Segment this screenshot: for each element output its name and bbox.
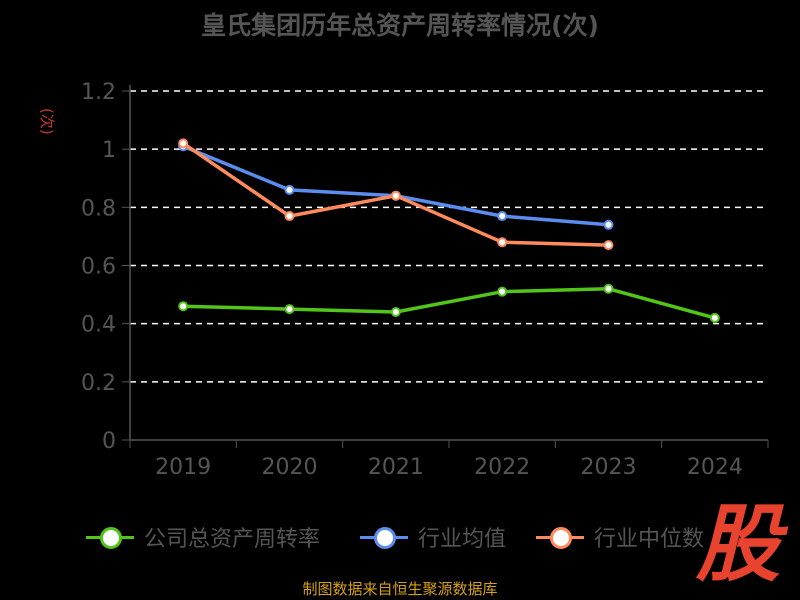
legend-item-industry-mean[interactable]: 行业均值 [360,520,506,554]
series-line-0 [183,287,716,320]
data-point-2 [497,237,508,248]
legend-swatch-industry-median [536,522,584,552]
data-point-1 [497,211,508,222]
x-tick-label: 2022 [474,455,530,480]
x-tick-label: 2019 [155,455,211,480]
data-point-2 [178,138,189,149]
data-point-2 [284,211,295,222]
data-point-0 [284,304,295,315]
y-tick-label: 0 [102,429,116,454]
chart-legend: 公司总资产周转率 行业均值 行业中位数 [0,520,800,554]
data-point-2 [390,190,401,201]
data-point-1 [284,184,295,195]
legend-label-industry-mean: 行业均值 [418,527,507,552]
data-point-0 [603,283,614,294]
y-tick-label: 0.8 [81,196,116,221]
y-tick-label: 0.2 [81,371,116,396]
legend-item-company[interactable]: 公司总资产周转率 [86,520,320,554]
y-tick-label: 1.2 [81,80,116,105]
data-point-0 [178,301,189,312]
data-point-1 [603,219,614,230]
legend-label-company: 公司总资产周转率 [144,527,321,552]
chart-title: 皇氏集团历年总资产周转率情况(次) [201,11,599,40]
data-point-0 [390,307,401,318]
legend-swatch-industry-mean [360,522,408,552]
data-point-0 [497,286,508,297]
watermark-logo: 股 [695,495,780,593]
legend-item-industry-median[interactable]: 行业中位数 [536,520,704,554]
x-tick-label: 2024 [687,455,743,480]
y-tick-label: 0.4 [81,313,116,338]
y-tick-label: 1 [102,138,116,163]
legend-label-industry-median: 行业中位数 [594,527,705,552]
legend-swatch-company [86,522,134,552]
x-tick-label: 2023 [581,455,637,480]
data-point-0 [709,312,720,323]
data-source-note: 制图数据来自恒生聚源数据库 [302,580,498,598]
x-tick-label: 2020 [262,455,318,480]
data-point-2 [603,240,614,251]
y-tick-label: 0.6 [81,255,116,280]
x-tick-label: 2021 [368,455,424,480]
